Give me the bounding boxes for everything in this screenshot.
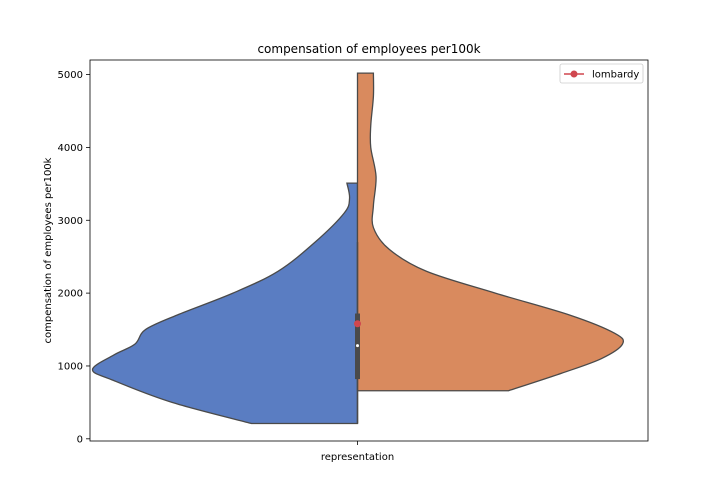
chart-title: compensation of employees per100k [257, 42, 480, 56]
y-axis-label: compensation of employees per100k [43, 157, 54, 343]
y-tick-label: 5000 [58, 70, 83, 81]
y-tick-label: 4000 [58, 143, 83, 154]
violin-right-half [358, 73, 624, 391]
y-axis: 0 1000 2000 3000 4000 5000 [58, 70, 90, 445]
y-tick-label: 3000 [58, 216, 83, 227]
legend-label: lombardy [592, 70, 639, 81]
plot-area [93, 73, 624, 423]
x-axis-label: representation [321, 452, 394, 463]
legend: lombardy [560, 64, 643, 83]
y-tick-label: 0 [77, 434, 83, 445]
box-median [356, 344, 359, 347]
y-tick-label: 2000 [58, 289, 83, 300]
y-tick-label: 1000 [58, 361, 83, 372]
highlight-point-lombardy [354, 320, 361, 327]
violin-left-half [93, 183, 358, 423]
legend-marker-icon [571, 71, 578, 78]
